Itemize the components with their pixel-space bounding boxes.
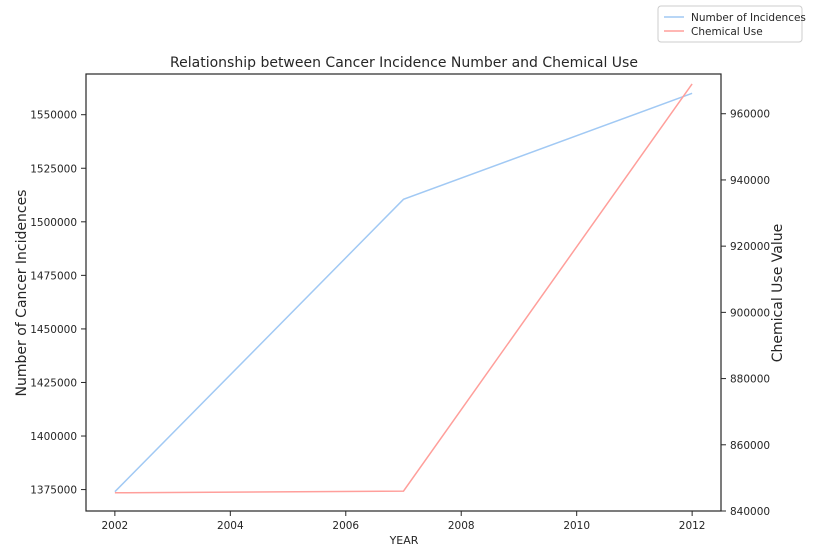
y-axis-right-title: Chemical Use Value xyxy=(770,224,786,362)
legend-label: Chemical Use xyxy=(691,26,763,38)
x-axis-title: YEAR xyxy=(389,534,419,547)
y-right-tick-label: 960000 xyxy=(730,109,770,121)
legend-box xyxy=(657,5,803,43)
y-left-tick-label: 1525000 xyxy=(30,163,77,175)
x-tick-label: 2006 xyxy=(332,520,359,532)
y-left-tick-label: 1450000 xyxy=(30,324,77,336)
y-right-tick-label: 900000 xyxy=(730,307,770,319)
chart-title: Relationship between Cancer Incidence Nu… xyxy=(170,55,638,71)
y-right-tick-label: 880000 xyxy=(730,374,770,386)
plot-frame xyxy=(85,73,722,512)
y-left-tick-label: 1500000 xyxy=(30,217,77,229)
series-line-1 xyxy=(114,92,693,493)
x-tick-label: 2012 xyxy=(679,520,706,532)
y-axis-left: 1375000 1400000 1425000 1450000 1475000 15000… xyxy=(30,110,86,497)
y-left-tick-label: 1425000 xyxy=(30,377,77,389)
x-tick-label: 2002 xyxy=(101,520,128,532)
y-left-tick-label: 1375000 xyxy=(30,485,77,497)
y-right-tick-label: 840000 xyxy=(730,506,770,518)
legend-label: Number of Incidences xyxy=(691,12,806,24)
y-right-tick-label: 940000 xyxy=(730,175,770,187)
y-left-tick-label: 1550000 xyxy=(30,110,77,122)
y-right-tick-label: 920000 xyxy=(730,241,770,253)
plot-area xyxy=(85,73,722,512)
y-left-tick-label: 1400000 xyxy=(30,431,77,443)
series-line-2 xyxy=(114,83,693,494)
y-right-tick-label: 860000 xyxy=(730,440,770,452)
x-axis: 2002 2004 2006 2008 2010 2012 xyxy=(101,511,706,532)
x-tick-label: 2010 xyxy=(563,520,590,532)
series-layer xyxy=(114,83,693,494)
y-axis-right: 840000 860000 880000 900000 920000 940000 9600… xyxy=(721,109,770,518)
y-left-tick-label: 1475000 xyxy=(30,270,77,282)
y-axis-left-title: Number of Cancer Incidences xyxy=(14,190,30,397)
legend: Number of Incidences Chemical Use xyxy=(657,5,806,43)
x-tick-label: 2008 xyxy=(448,520,475,532)
x-tick-label: 2004 xyxy=(217,520,244,532)
